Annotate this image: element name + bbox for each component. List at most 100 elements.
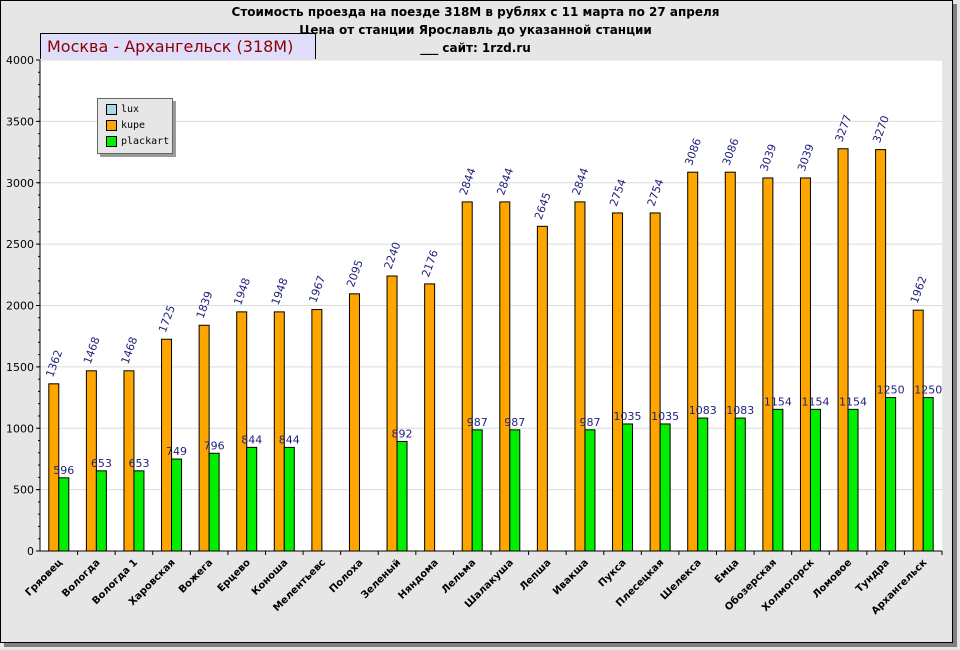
bar-plackart	[396, 441, 408, 552]
data-label-plackart: 1154	[801, 395, 829, 408]
bar-plackart	[809, 408, 821, 552]
title-line-2: Цена от станции Ярославль до указанной с…	[299, 23, 652, 37]
y-tick-label: 0	[27, 545, 34, 558]
bar-kupe	[799, 177, 811, 552]
bar-plackart	[208, 452, 220, 552]
bar-plackart	[734, 417, 746, 552]
bar-kupe	[273, 311, 285, 552]
data-label-plackart: 796	[204, 439, 225, 452]
x-tick-label: Пукса	[597, 557, 629, 589]
data-label-plackart: 1035	[651, 410, 679, 423]
data-label-plackart: 1083	[726, 404, 754, 417]
data-label-plackart: 1154	[839, 395, 867, 408]
title-line-1: Стоимость проезда на поезде 318М в рубля…	[231, 5, 720, 19]
bar-plackart	[885, 397, 897, 552]
x-tick-label: Няндома	[396, 557, 440, 601]
data-label-plackart: 892	[392, 428, 413, 441]
legend-item-plackart: plackart	[106, 134, 169, 148]
data-label-plackart: 844	[241, 433, 262, 446]
legend-item-kupe: kupe	[106, 118, 145, 132]
bar-kupe	[837, 148, 849, 552]
route-tab-label: Москва - Архангельск (318М)	[47, 37, 294, 56]
bar-kupe	[85, 370, 97, 552]
bar-plackart	[584, 429, 596, 552]
legend-swatch-lux	[106, 103, 117, 115]
y-tick-label: 1000	[6, 422, 34, 435]
x-tick-label: Гряовец	[24, 557, 65, 598]
y-tick-label: 1500	[6, 361, 34, 374]
chart-legend: lux kupe plackart	[97, 98, 173, 154]
bar-kupe	[311, 309, 323, 552]
bar-kupe	[612, 212, 624, 552]
legend-swatch-kupe	[106, 119, 117, 131]
bar-plackart	[171, 458, 183, 552]
bar-plackart	[133, 470, 145, 552]
y-tick-label: 2000	[6, 300, 34, 313]
data-label-plackart: 987	[467, 416, 488, 429]
bar-kupe	[724, 171, 736, 552]
bar-plackart	[246, 446, 258, 552]
legend-swatch-plackart	[106, 135, 117, 147]
bar-kupe	[48, 383, 60, 552]
bar-kupe	[123, 370, 135, 552]
legend-label-lux: lux	[121, 103, 140, 115]
data-label-plackart: 1154	[764, 395, 792, 408]
bar-plackart	[95, 470, 107, 552]
bar-kupe	[386, 275, 398, 552]
x-tick-label: Ломовое	[811, 557, 854, 600]
data-label-plackart: 1035	[614, 410, 642, 423]
x-tick-label: Ерцево	[216, 557, 253, 594]
bar-plackart	[847, 408, 859, 552]
bar-plackart	[922, 397, 934, 552]
y-tick-label: 3000	[6, 177, 34, 190]
bar-plackart	[283, 446, 295, 552]
data-label-plackart: 653	[91, 457, 112, 470]
x-tick-label: Тундра	[854, 557, 892, 595]
data-label-plackart: 987	[504, 416, 525, 429]
data-label-plackart: 653	[128, 457, 149, 470]
y-tick-label: 2500	[6, 238, 34, 251]
y-tick-label: 500	[13, 484, 34, 497]
data-label-plackart: 1250	[877, 384, 905, 397]
bar-kupe	[536, 225, 548, 552]
legend-label-plackart: plackart	[121, 135, 170, 147]
bar-plackart	[58, 477, 70, 552]
bar-kupe	[687, 171, 699, 552]
legend-item-lux: lux	[106, 102, 139, 116]
x-tick-label: Полоха	[328, 557, 366, 595]
bar-kupe	[499, 201, 511, 552]
y-tick-label: 4000	[6, 54, 34, 67]
data-label-plackart: 987	[579, 416, 600, 429]
bar-kupe	[574, 201, 586, 552]
bar-kupe	[649, 212, 661, 552]
data-label-plackart: 1083	[689, 404, 717, 417]
bar-kupe	[236, 311, 248, 552]
bar-kupe	[161, 338, 173, 552]
bar-plackart	[509, 429, 521, 552]
x-tick-label: Емца	[713, 557, 741, 585]
bar-kupe	[348, 293, 360, 552]
bar-kupe	[424, 283, 436, 552]
bar-kupe	[875, 149, 887, 552]
bar-kupe	[912, 309, 924, 552]
x-tick-label: Вожега	[177, 557, 215, 595]
bar-plackart	[471, 429, 483, 552]
bar-plackart	[697, 417, 709, 552]
bar-kupe	[762, 177, 774, 552]
bar-kupe	[198, 324, 210, 552]
route-tab[interactable]: Москва - Архангельск (318М)	[40, 33, 316, 59]
data-label-plackart: 596	[53, 464, 74, 477]
title-line-3: ___ сайт: 1rzd.ru	[420, 41, 531, 55]
chart-title: Стоимость проезда на поезде 318М в рубля…	[0, 3, 951, 57]
data-label-plackart: 749	[166, 445, 187, 458]
bar-kupe	[461, 201, 473, 552]
x-tick-label: Коноша	[250, 557, 290, 597]
legend-label-kupe: kupe	[121, 119, 146, 131]
x-tick-label: Лепша	[518, 557, 554, 593]
x-tick-label: Ивакша	[551, 557, 591, 597]
bar-plackart	[659, 423, 671, 552]
x-tick-label: Шелекса	[659, 557, 704, 602]
y-tick-label: 3500	[6, 115, 34, 128]
data-label-plackart: 1250	[914, 384, 942, 397]
